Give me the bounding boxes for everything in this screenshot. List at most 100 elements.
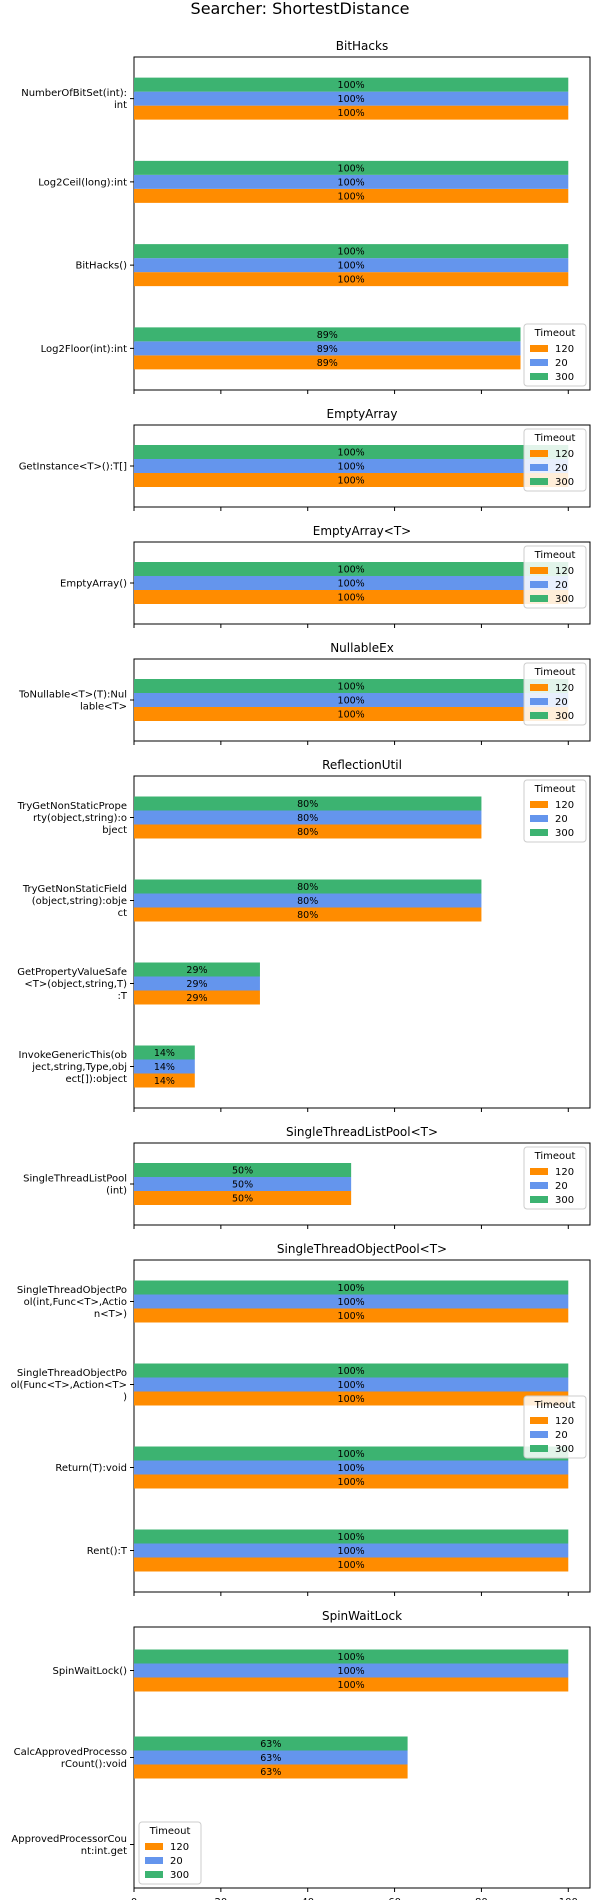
category-label: n<T>) xyxy=(94,1309,127,1320)
bar-value-label: 100% xyxy=(338,1477,365,1488)
bar-300 xyxy=(134,879,482,894)
bar-value-label: 80% xyxy=(297,882,318,893)
bar-20 xyxy=(134,258,569,273)
bar-300 xyxy=(134,679,569,693)
legend-label: 120 xyxy=(555,1167,574,1178)
x-tick-label: 0 xyxy=(131,1897,137,1900)
legend-label: 20 xyxy=(555,697,568,708)
bar-value-label: 50% xyxy=(232,1180,253,1191)
bar-20 xyxy=(134,1177,352,1191)
panel-4: ReflectionUtil TryGetNonStaticProperty(ob… xyxy=(17,758,591,1112)
panel-title: BitHacks xyxy=(336,39,388,53)
bar-value-label: 100% xyxy=(338,579,365,590)
legend-swatch-300 xyxy=(530,712,548,719)
bar-300 xyxy=(134,962,260,977)
bar-value-label: 100% xyxy=(338,1394,365,1405)
bar-value-label: 80% xyxy=(297,910,318,921)
legend: Timeout 120 20 300 xyxy=(523,545,587,609)
panel-title: ReflectionUtil xyxy=(322,758,402,772)
bar-300 xyxy=(134,1363,569,1378)
bar-value-label: 100% xyxy=(338,80,365,91)
legend-swatch-120 xyxy=(530,684,548,691)
bar-120 xyxy=(134,105,569,120)
legend-swatch-20 xyxy=(530,464,548,471)
legend-label: 120 xyxy=(555,683,574,694)
legend-label: 120 xyxy=(555,449,574,460)
panel-2: EmptyArray<T> EmptyArray() 100% 100% 100% Tim… xyxy=(60,524,591,628)
bar-value-label: 100% xyxy=(338,710,365,721)
legend-swatch-300 xyxy=(530,373,548,380)
legend: Timeout 120 20 300 xyxy=(523,779,587,843)
category-label: GetInstance<T>():T[] xyxy=(19,462,127,473)
bar-value-label: 100% xyxy=(338,94,365,105)
bar-value-label: 100% xyxy=(338,163,365,174)
legend: Timeout 120 20 300 xyxy=(523,662,587,726)
bar-value-label: 100% xyxy=(338,1652,365,1663)
legend: Timeout 120 20 300 xyxy=(523,1146,587,1210)
bar-20 xyxy=(134,976,260,991)
bar-value-label: 29% xyxy=(186,993,207,1004)
bar-20 xyxy=(134,693,569,707)
bar-300 xyxy=(134,562,569,576)
legend-title: Timeout xyxy=(534,667,576,678)
category-label: ) xyxy=(123,1392,127,1403)
legend-label: 20 xyxy=(555,1430,568,1441)
legend-title: Timeout xyxy=(534,1151,576,1162)
legend-swatch-20 xyxy=(530,698,548,705)
legend-title: Timeout xyxy=(534,550,576,561)
bar-value-label: 63% xyxy=(260,1753,281,1764)
bar-value-label: 100% xyxy=(338,108,365,119)
legend-label: 300 xyxy=(555,1195,574,1206)
legend-swatch-20 xyxy=(530,1182,548,1189)
bar-value-label: 63% xyxy=(260,1767,281,1778)
legend-label: 20 xyxy=(555,463,568,474)
bar-120 xyxy=(134,272,569,287)
legend-swatch-120 xyxy=(530,801,548,808)
legend-swatch-300 xyxy=(145,1871,163,1878)
bar-value-label: 100% xyxy=(338,1532,365,1543)
legend-swatch-120 xyxy=(530,345,548,352)
panel-5: SingleThreadListPool<T> SingleThreadListP… xyxy=(23,1125,591,1229)
category-label: SpinWaitLock() xyxy=(53,1666,128,1677)
bar-value-label: 100% xyxy=(338,1666,365,1677)
legend: Timeout 120 20 300 xyxy=(523,1395,587,1459)
legend-label: 300 xyxy=(555,477,574,488)
x-tick-label: 60 xyxy=(388,1897,401,1900)
bar-value-label: 100% xyxy=(338,1449,365,1460)
legend-title: Timeout xyxy=(149,1826,191,1837)
panel-title: SingleThreadObjectPool<T> xyxy=(277,1242,447,1256)
category-label: :T xyxy=(118,991,128,1002)
category-label: TryGetNonStaticPrope xyxy=(17,801,127,812)
panel-7: SpinWaitLock 0 20 40 60 80 100 SpinWaitLock() 10… xyxy=(11,1609,591,1900)
bar-300 xyxy=(134,445,569,459)
bar-value-label: 80% xyxy=(297,799,318,810)
bar-20 xyxy=(134,1294,569,1309)
category-label: TryGetNonStaticField xyxy=(22,884,127,895)
category-label: Log2Floor(int):int xyxy=(41,344,127,355)
bar-20 xyxy=(134,1543,569,1558)
panel-6: SingleThreadObjectPool<T> SingleThreadObj… xyxy=(11,1242,591,1596)
legend-box xyxy=(523,1395,587,1459)
legend-swatch-300 xyxy=(530,595,548,602)
panel-3: NullableEx ToNullable<T>(T):Nullable<T> 10… xyxy=(18,641,591,745)
legend: Timeout 120 20 300 xyxy=(138,1821,202,1885)
bar-value-label: 100% xyxy=(338,1311,365,1322)
legend-swatch-120 xyxy=(530,1417,548,1424)
legend-label: 120 xyxy=(555,344,574,355)
panel-title: SingleThreadListPool<T> xyxy=(286,1125,438,1139)
bar-20 xyxy=(134,459,569,473)
panel-title: NullableEx xyxy=(330,641,394,655)
bar-value-label: 100% xyxy=(338,696,365,707)
category-label: EmptyArray() xyxy=(60,579,127,590)
bar-300 xyxy=(134,244,569,259)
bar-20 xyxy=(134,576,569,590)
bar-120 xyxy=(134,707,569,721)
bar-300 xyxy=(134,1280,569,1295)
legend: Timeout 120 20 300 xyxy=(523,323,587,387)
bar-value-label: 14% xyxy=(154,1048,175,1059)
bar-value-label: 89% xyxy=(317,358,338,369)
category-label: Return(T):void xyxy=(55,1463,127,1474)
bar-120 xyxy=(134,188,569,203)
bar-300 xyxy=(134,1446,569,1461)
legend-label: 300 xyxy=(555,828,574,839)
